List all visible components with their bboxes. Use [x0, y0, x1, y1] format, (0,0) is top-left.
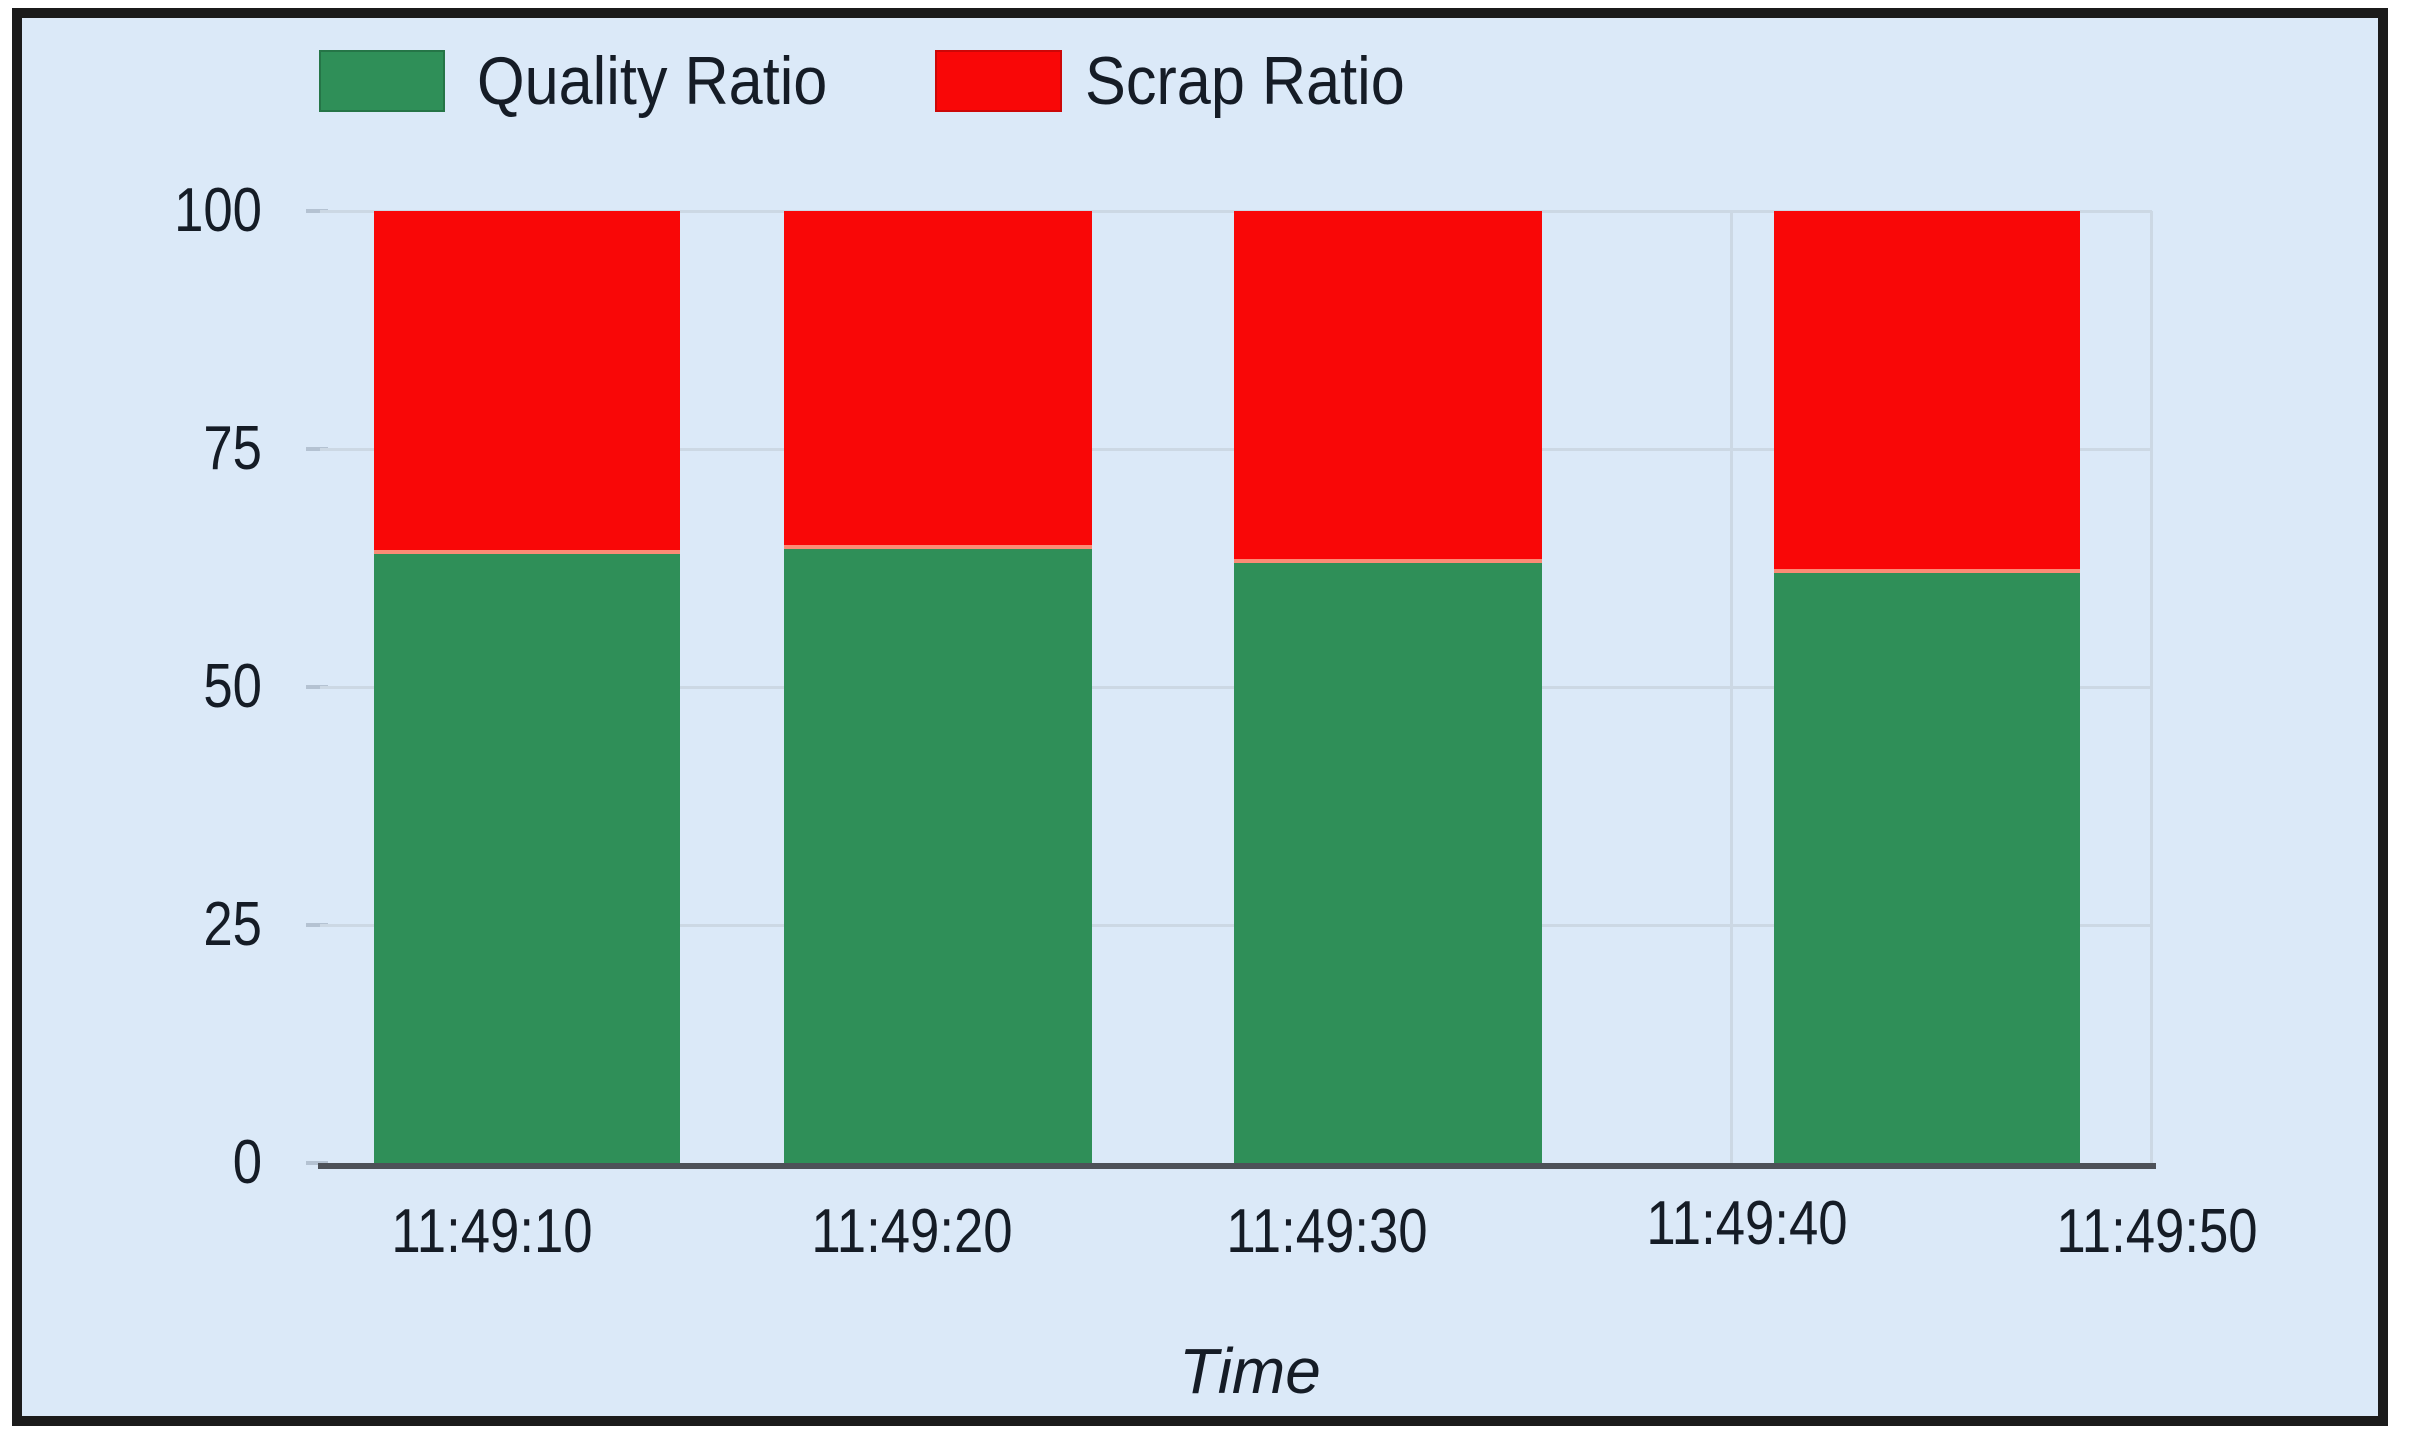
- bar-segment-scrap: [784, 211, 1092, 549]
- y-tick-mark: [306, 923, 328, 927]
- y-tick-label: 100: [174, 176, 262, 245]
- y-tick-mark: [306, 685, 328, 689]
- y-tick-mark: [306, 1161, 328, 1165]
- bar: [1234, 211, 1542, 1163]
- h-gridline: [320, 209, 2152, 213]
- y-tick-label: 50: [203, 652, 262, 721]
- plot-area: [320, 209, 2153, 1163]
- y-tick-label: 25: [203, 890, 262, 959]
- y-tick-label: 0: [232, 1128, 262, 1197]
- x-tick-label: 11:49:50: [2056, 1197, 2258, 1266]
- bar: [784, 211, 1092, 1163]
- x-axis-title: Time: [1179, 1335, 1321, 1407]
- bar-segment-scrap: [374, 211, 680, 554]
- legend-swatch-scrap-ratio: [935, 50, 1062, 112]
- legend-swatch-quality-ratio: [319, 50, 445, 112]
- x-axis-line: [318, 1163, 2156, 1169]
- chart-frame: Quality Ratio Scrap Ratio Time 0 25 50 75 10…: [12, 8, 2388, 1426]
- bar: [1774, 211, 2080, 1163]
- bar-segment-quality: [784, 548, 1092, 1163]
- bar-segment-quality: [374, 553, 680, 1163]
- y-tick-mark: [306, 447, 328, 451]
- legend-label-quality-ratio: Quality Ratio: [477, 43, 828, 119]
- legend-label-scrap-ratio: Scrap Ratio: [1085, 43, 1405, 119]
- y-tick-mark: [306, 209, 328, 213]
- bar-segment-quality: [1774, 572, 2080, 1163]
- y-tick-label: 75: [203, 414, 262, 483]
- x-tick-label: 11:49:30: [1226, 1197, 1428, 1266]
- bar-segment-scrap: [1234, 211, 1542, 564]
- bar-segment-quality: [1234, 563, 1542, 1163]
- x-tick-label: 11:49:40: [1646, 1189, 1848, 1258]
- bar-segment-scrap: [1774, 211, 2080, 573]
- bar: [374, 211, 680, 1163]
- x-tick-label: 11:49:10: [391, 1197, 593, 1266]
- x-tick-label: 11:49:20: [811, 1197, 1013, 1266]
